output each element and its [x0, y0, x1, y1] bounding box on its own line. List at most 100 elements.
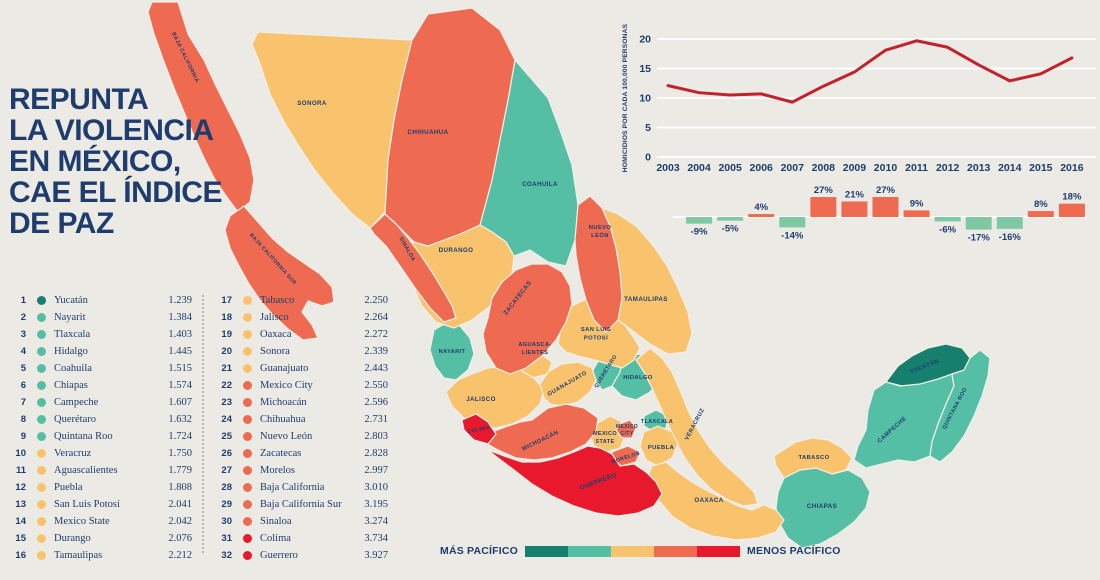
- rank-number: 16: [15, 550, 26, 561]
- x-tick-label-2016: 2016: [1060, 162, 1084, 174]
- state-name: Quintana Roo: [54, 431, 113, 442]
- state-label-aguascalientes: AGUASCA-LIENTES: [518, 342, 551, 356]
- state-label-coahuila: COAHUILA: [522, 181, 558, 188]
- rank-number: 5: [20, 363, 26, 374]
- state-name: Aguascalientes: [54, 465, 118, 476]
- state-label-colima: COLIMA: [467, 425, 491, 436]
- change-bar-2010: [872, 197, 899, 217]
- homicide-line-chart: HOMICIDIOS POR CADA 100,000 PERSONAS 0 5 1…: [622, 23, 1096, 174]
- x-tick-label-2013: 2013: [967, 162, 991, 174]
- state-name: Puebla: [54, 482, 83, 493]
- state-level-dot: [243, 398, 252, 407]
- peace-ranking-list-col2: 17 Tabasco 2.250 18 Jalisco 2.264 19 Oaxaca 2.27…: [216, 292, 388, 564]
- state-level-dot: [37, 466, 46, 475]
- state-score: 2.339: [364, 346, 388, 357]
- state-name: Tabasco: [260, 295, 295, 306]
- headline-line: CAE EL ÍNDICE: [9, 176, 222, 209]
- state-level-dot: [37, 483, 46, 492]
- state-level-dot: [243, 330, 252, 339]
- state-level-dot: [37, 415, 46, 424]
- state-score: 2.041: [168, 499, 192, 510]
- change-bar-2006: [748, 214, 775, 217]
- list-item: 27 Morelos 2.997: [216, 462, 388, 479]
- state-score: 1.384: [168, 312, 192, 323]
- list-item: 17 Tabasco 2.250: [216, 292, 388, 309]
- list-item: 4 Hidalgo 1.445: [10, 343, 192, 360]
- list-item: 32 Guerrero 3.927: [216, 547, 388, 564]
- list-item: 11 Aguascalientes 1.779: [10, 462, 192, 479]
- state-tlaxcala: [643, 409, 669, 433]
- x-tick-label-2015: 2015: [1029, 162, 1053, 174]
- list-item: 15 Durango 2.076: [10, 530, 192, 547]
- x-tick-label-2008: 2008: [812, 162, 836, 174]
- state-level-dot: [243, 483, 252, 492]
- rank-number: 13: [15, 499, 26, 510]
- state-quintana_roo: [929, 349, 991, 463]
- state-label-chihuahua: CHIHUAHUA: [407, 129, 448, 136]
- state-level-dot: [37, 381, 46, 390]
- state-score: 2.596: [364, 397, 388, 408]
- state-score: 1.445: [168, 346, 192, 357]
- x-tick-label-2009: 2009: [843, 162, 867, 174]
- rank-number: 21: [221, 363, 232, 374]
- state-label-oaxaca: OAXACA: [694, 497, 723, 504]
- state-san_luis_potosi: [557, 297, 641, 369]
- list-item: 8 Querétaro 1.632: [10, 411, 192, 428]
- x-tick-label-2007: 2007: [781, 162, 805, 174]
- rank-number: 4: [20, 346, 26, 357]
- state-name: Mexico State: [54, 516, 110, 527]
- x-tick-label-2006: 2006: [750, 162, 774, 174]
- state-score: 2.272: [364, 329, 388, 340]
- state-name: Tlaxcala: [54, 329, 91, 340]
- headline-line: REPUNTA: [9, 83, 149, 116]
- state-guerrero: [487, 445, 663, 517]
- state-name: Yucatán: [54, 295, 88, 306]
- y-tick-label: 10: [639, 93, 651, 105]
- rank-number: 14: [15, 516, 26, 527]
- state-score: 1.574: [168, 380, 192, 391]
- x-tick-label-2003: 2003: [656, 162, 680, 174]
- rank-number: 24: [221, 414, 232, 425]
- state-name: Sinaloa: [260, 516, 292, 527]
- state-name: Chihuahua: [260, 414, 306, 425]
- homicide-rate-line: [666, 39, 1074, 104]
- state-score: 1.724: [168, 431, 192, 442]
- state-level-dot: [243, 381, 252, 390]
- headline: REPUNTA LA VIOLENCIA EN MÉXICO, CAE EL Í…: [9, 84, 259, 239]
- change-bar-label-2013: -17%: [968, 233, 991, 244]
- state-name: Oaxaca: [260, 329, 292, 340]
- state-label-nuevo_leon: NUEVO LEÓN: [589, 225, 612, 239]
- list-item: 5 Coahuila 1.515: [10, 360, 192, 377]
- state-score: 2.250: [364, 295, 388, 306]
- rank-number: 1: [20, 295, 26, 306]
- state-sinaloa: [369, 213, 457, 323]
- state-name: Sonora: [260, 346, 290, 357]
- change-bar-2008: [810, 197, 837, 217]
- state-label-sonora: SONORA: [297, 100, 327, 107]
- state-name: Tamaulipas: [54, 550, 103, 561]
- state-score: 3.274: [364, 516, 388, 527]
- list-item: 13 San Luis Potosí 2.041: [10, 496, 192, 513]
- state-score: 1.607: [168, 397, 192, 408]
- state-name: Veracruz: [54, 448, 92, 459]
- state-label-hidalgo: HIDALGO: [623, 375, 653, 381]
- list-item: 28 Baja California 3.010: [216, 479, 388, 496]
- list-item: 18 Jalisco 2.264: [216, 309, 388, 326]
- y-tick-label: 0: [645, 152, 651, 164]
- state-level-dot: [243, 296, 252, 305]
- state-level-dot: [243, 500, 252, 509]
- state-level-dot: [243, 313, 252, 322]
- state-score: 1.779: [168, 465, 192, 476]
- legend-label-menos-pacifico: MENOS PACÍFICO: [747, 545, 841, 557]
- state-level-dot: [243, 449, 252, 458]
- rank-number: 10: [15, 448, 26, 459]
- legend-swatch-2: [568, 545, 612, 557]
- headline-line: LA VIOLENCIA: [9, 114, 214, 147]
- state-name: Baja California: [260, 482, 325, 493]
- state-veracruz: [635, 347, 759, 507]
- state-score: 2.550: [364, 380, 388, 391]
- rank-number: 3: [20, 329, 26, 340]
- state-score: 1.403: [168, 329, 192, 340]
- state-level-dot: [243, 415, 252, 424]
